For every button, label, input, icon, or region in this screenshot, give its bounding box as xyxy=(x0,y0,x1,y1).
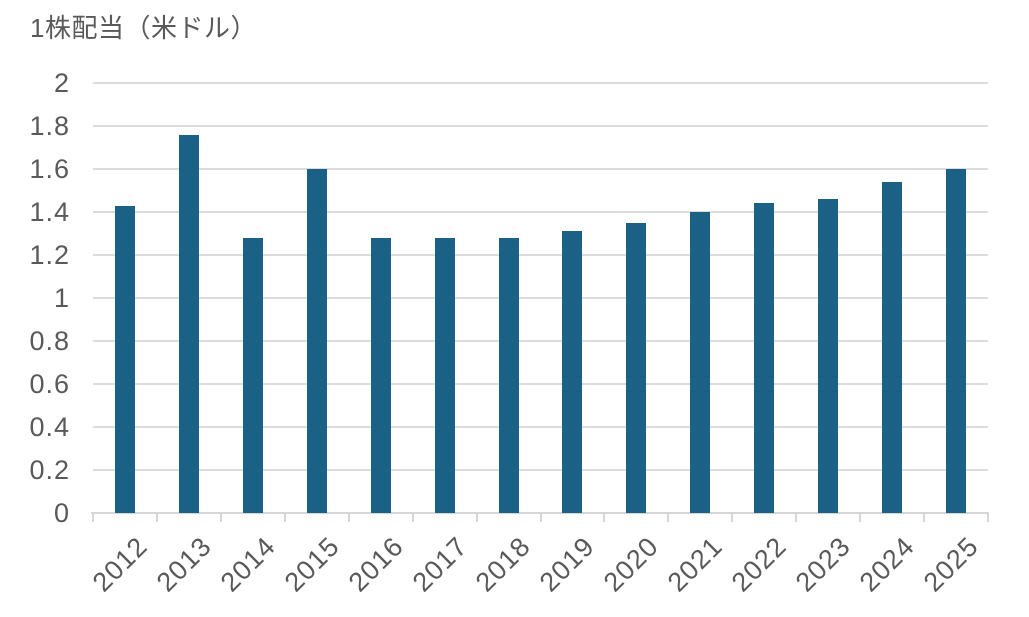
bar xyxy=(626,222,647,513)
x-axis-tick xyxy=(539,514,542,522)
gridline xyxy=(93,82,988,84)
bar xyxy=(946,169,967,513)
bar xyxy=(690,212,711,513)
x-axis-tick-label: 2022 xyxy=(725,531,793,598)
bar xyxy=(306,169,327,513)
gridline xyxy=(93,383,988,385)
bar xyxy=(882,181,903,513)
x-axis-tick-label: 2016 xyxy=(342,531,409,598)
bar xyxy=(178,134,199,513)
bar xyxy=(114,205,135,513)
y-axis-tick-label: 2 xyxy=(53,68,70,98)
y-axis-tick-label: 1.2 xyxy=(29,240,70,270)
gridline xyxy=(93,340,988,342)
x-axis-tick xyxy=(155,514,158,522)
x-axis-tick-label: 2024 xyxy=(853,531,921,598)
x-axis-tick-label: 2019 xyxy=(534,531,601,598)
x-axis-tick xyxy=(923,514,926,522)
y-axis-tick-label: 0.6 xyxy=(29,369,70,399)
x-axis-tick xyxy=(475,514,478,522)
x-axis-tick xyxy=(795,514,798,522)
x-axis-tick xyxy=(219,514,222,522)
bar xyxy=(818,199,839,513)
x-axis-tick xyxy=(411,514,414,522)
y-axis-tick-label: 0.2 xyxy=(29,455,70,485)
gridline xyxy=(93,297,988,299)
x-axis-tick xyxy=(283,514,286,522)
x-axis-tick xyxy=(92,514,94,522)
gridline xyxy=(93,125,988,127)
bar xyxy=(498,237,519,513)
chart-title: 1株配当（米ドル） xyxy=(30,13,257,43)
gridline xyxy=(93,469,988,471)
x-axis-tick-label: 2025 xyxy=(917,531,985,598)
y-axis-tick-label: 1.8 xyxy=(29,111,70,141)
y-axis-tick-label: 0.4 xyxy=(29,412,70,442)
x-axis-tick xyxy=(859,514,862,522)
bar xyxy=(242,237,263,513)
x-axis-tick xyxy=(347,514,350,522)
y-axis-tick-label: 0.8 xyxy=(29,326,70,356)
x-axis-tick-label: 2014 xyxy=(214,531,282,598)
y-axis-tick-label: 0 xyxy=(53,498,70,528)
x-axis-tick-label: 2020 xyxy=(598,531,665,598)
y-axis-tick-label: 1.4 xyxy=(29,197,70,227)
x-axis-tick-label: 2021 xyxy=(662,531,729,598)
gridline xyxy=(93,168,988,170)
x-axis-tick-label: 2017 xyxy=(406,531,473,598)
gridline xyxy=(93,426,988,428)
bar xyxy=(562,231,583,513)
bar xyxy=(754,203,775,513)
x-axis-tick xyxy=(667,514,670,522)
gridline xyxy=(93,211,988,213)
y-axis-tick-label: 1 xyxy=(53,283,70,313)
gridline xyxy=(93,254,988,256)
x-axis-tick-label: 2012 xyxy=(86,531,154,598)
bar xyxy=(434,237,455,513)
x-axis-line xyxy=(91,512,989,514)
x-axis-tick-label: 2015 xyxy=(278,531,345,598)
x-axis-tick-label: 2013 xyxy=(150,531,218,598)
y-axis-tick-label: 1.6 xyxy=(29,154,70,184)
bar xyxy=(370,237,391,513)
x-axis-tick xyxy=(731,514,734,522)
x-axis-tick xyxy=(987,514,989,522)
x-axis-tick-label: 2018 xyxy=(470,531,537,598)
x-axis-tick-label: 2023 xyxy=(789,531,857,598)
x-axis-tick xyxy=(603,514,606,522)
